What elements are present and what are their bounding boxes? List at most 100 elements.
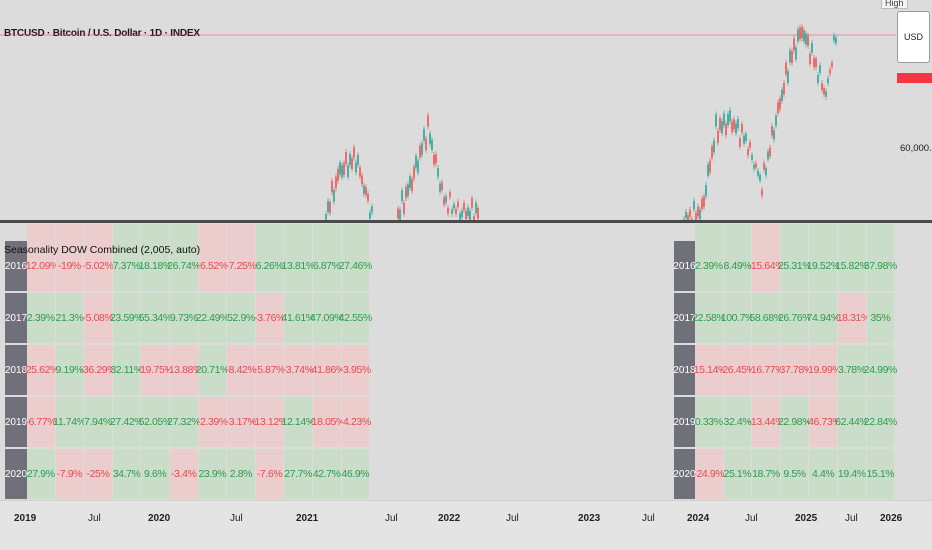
table-cell: -3.95% <box>340 345 371 397</box>
table-header-cell <box>84 224 113 241</box>
table-row: 2016 -12.09% -19% -5.02% 7.37% 18.18% 26.74% -6… <box>5 241 372 293</box>
table-cell: 25.31% <box>778 241 812 293</box>
table-row: 2020 -24.9% 25.1% 18.7% 9.5% 4.4% 19.4% 15.1% <box>673 449 896 501</box>
table-cell: 100.7% <box>721 293 754 345</box>
table-cell: 19.52% <box>807 241 840 293</box>
table-header-cell <box>227 224 256 241</box>
table-cell: -41.86% <box>309 345 345 397</box>
table-cell: -7.25% <box>226 241 257 293</box>
table-cell: 27.9% <box>27 449 56 501</box>
table-header-cell <box>341 224 371 241</box>
table-cell: 23.9% <box>198 449 228 501</box>
seasonality-table-left: 2016 -12.09% -19% -5.02% 7.37% 18.18% 26.74% -6… <box>5 241 372 501</box>
time-axis[interactable] <box>0 500 932 550</box>
time-tick: 2023 <box>578 513 601 524</box>
table-cell: -46.73% <box>805 397 842 449</box>
time-tick: 2024 <box>687 513 710 524</box>
table-cell: 26.74% <box>167 241 201 293</box>
table-cell: -13.88% <box>166 345 202 397</box>
table-cell: 7.37% <box>113 241 142 293</box>
table-row: 2019 -6.77% 11.74% 7.94% 27.42% 52.05% 27.32% -… <box>5 397 371 449</box>
table-cell: 27.46% <box>339 241 372 293</box>
table-cell: -16.77% <box>748 345 785 397</box>
table-cell: 32.11% <box>110 345 143 397</box>
table-cell: 35% <box>866 293 896 345</box>
table-cell: 42.7% <box>313 449 342 501</box>
currency-selector[interactable]: USD <box>897 11 930 63</box>
table-cell: -37.78% <box>776 345 813 397</box>
table-header-cell <box>198 224 228 241</box>
table-cell: -7.6% <box>255 449 285 501</box>
time-tick: 2026 <box>880 513 903 524</box>
table-header-cell <box>695 224 724 241</box>
time-tick: 2022 <box>438 513 461 524</box>
table-cell: -3.17% <box>226 397 257 449</box>
table-cell: 7.94% <box>84 397 113 449</box>
table-cell: -5.87% <box>254 345 285 397</box>
table-cell: 15.1% <box>866 449 896 501</box>
table-cell: -5.02% <box>83 241 114 293</box>
table-cell: 12.14% <box>282 397 315 449</box>
table-cell: -3.74% <box>283 345 314 397</box>
table-cell: 34.7% <box>113 449 142 501</box>
right-table-header <box>695 224 896 241</box>
table-cell: -2.39% <box>197 397 228 449</box>
table-cell: 9.5% <box>780 449 810 501</box>
table-cell: -6.77% <box>25 397 57 449</box>
table-cell: 2.39% <box>695 241 724 293</box>
table-cell: 2.39% <box>27 293 56 345</box>
table-cell: 2.8% <box>227 449 256 501</box>
table-cell: -36.29% <box>80 345 117 397</box>
year-label: 2019 <box>5 397 27 449</box>
table-header-cell <box>27 224 56 241</box>
table-cell: -18.31% <box>834 293 870 345</box>
table-cell: 6.87% <box>313 241 342 293</box>
table-cell: -19% <box>55 241 85 293</box>
table-row: 2019 0.33% 32.4% -13.44% 22.98% -46.73% 62.44%… <box>673 397 897 449</box>
table-row: 2017 2.39% 21.3% -5.08% 23.59% 55.34% 9.73% 22.… <box>5 293 372 345</box>
table-cell: -18.05% <box>309 397 345 449</box>
table-cell: 20.71% <box>196 345 229 397</box>
table-header-cell <box>169 224 199 241</box>
table-cell: 3.78% <box>838 345 867 397</box>
indicator-title[interactable]: Seasonality DOW Combined (2,005, auto) <box>4 244 201 256</box>
time-tick: 2020 <box>148 513 171 524</box>
table-cell: 58.68% <box>749 293 783 345</box>
table-cell: 22.84% <box>864 397 897 449</box>
time-tick: Jul <box>745 513 758 524</box>
table-cell: -13.44% <box>748 397 785 449</box>
table-cell: -7.9% <box>55 449 85 501</box>
table-cell: 42.55% <box>339 293 372 345</box>
time-tick: Jul <box>385 513 398 524</box>
table-row: 2020 27.9% -7.9% -25% 34.7% 9.6% -3.4% 23.9% 2.8… <box>5 449 371 501</box>
table-cell: -3.76% <box>254 293 285 345</box>
table-row: 2018 -25.62% 9.19% -36.29% 32.11% -19.75% -13.… <box>5 345 371 397</box>
table-cell: 9.19% <box>56 345 85 397</box>
table-cell: 55.34% <box>139 293 172 345</box>
pane-divider[interactable] <box>0 220 932 223</box>
left-table-header <box>27 224 371 241</box>
table-cell: 21.3% <box>56 293 85 345</box>
price-chart[interactable] <box>0 0 932 220</box>
table-cell: 47.09% <box>310 293 344 345</box>
table-cell: 37.98% <box>864 241 897 293</box>
time-tick: 2019 <box>14 513 37 524</box>
time-tick: Jul <box>506 513 519 524</box>
table-cell: 27.32% <box>167 397 201 449</box>
table-row: 2017 22.58% 100.7% 58.68% 26.76% 74.94% -18.31… <box>673 293 896 345</box>
table-cell: -15.14% <box>691 345 727 397</box>
price-axis-label: 60,000.00 <box>900 143 932 154</box>
table-row: 2016 2.39% 8.49% -15.64% 25.31% 19.52% 15.82% 3… <box>673 241 897 293</box>
table-cell: -4.23% <box>340 397 371 449</box>
table-cell: 24.99% <box>864 345 897 397</box>
table-cell: 74.94% <box>807 293 840 345</box>
table-cell: 6.26% <box>256 241 285 293</box>
table-cell: 23.59% <box>110 293 144 345</box>
year-label: 2018 <box>5 345 27 397</box>
table-cell: 9.6% <box>141 449 170 501</box>
year-label: 2016 <box>673 241 696 293</box>
table-header-cell <box>141 224 170 241</box>
table-cell: 22.58% <box>692 293 726 345</box>
table-cell: 9.73% <box>170 293 199 345</box>
